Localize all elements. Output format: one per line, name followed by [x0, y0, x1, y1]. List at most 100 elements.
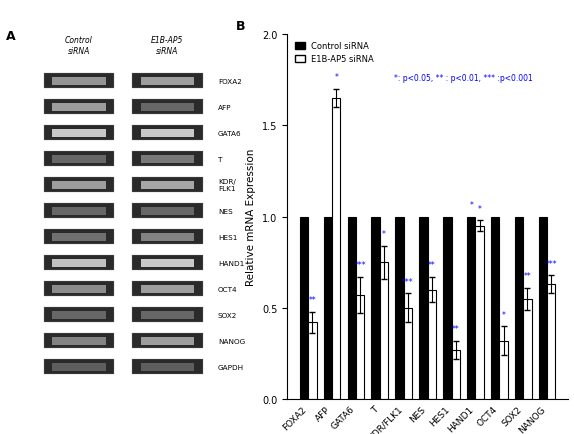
Bar: [332, 99, 340, 399]
Bar: [52, 285, 106, 293]
Bar: [52, 363, 106, 371]
Text: HES1: HES1: [218, 234, 237, 240]
Bar: [52, 155, 106, 164]
Bar: [141, 285, 194, 293]
Text: **: **: [452, 325, 460, 334]
Bar: [52, 129, 106, 138]
Bar: [475, 226, 484, 399]
Y-axis label: Relative mRNA Expression: Relative mRNA Expression: [246, 148, 257, 286]
Text: *: *: [470, 201, 473, 210]
Legend: Control siRNA, E1B-AP5 siRNA: Control siRNA, E1B-AP5 siRNA: [291, 39, 377, 68]
Bar: [132, 256, 203, 271]
Bar: [52, 337, 106, 345]
Text: ***: ***: [354, 261, 366, 270]
Text: GAPDH: GAPDH: [218, 364, 244, 370]
Bar: [141, 337, 194, 345]
Bar: [547, 284, 556, 399]
Bar: [141, 77, 194, 85]
Bar: [356, 296, 364, 399]
Bar: [467, 217, 475, 399]
Bar: [141, 129, 194, 138]
Bar: [428, 290, 436, 399]
Bar: [141, 155, 194, 164]
Bar: [44, 204, 114, 219]
Bar: [141, 233, 194, 241]
Text: *: *: [478, 204, 482, 214]
Bar: [44, 333, 114, 349]
Bar: [52, 311, 106, 319]
Bar: [380, 263, 388, 399]
Bar: [141, 311, 194, 319]
Text: HAND1: HAND1: [218, 260, 244, 266]
Bar: [132, 333, 203, 349]
Text: **: **: [428, 261, 436, 270]
Bar: [499, 341, 507, 399]
Text: ***: ***: [545, 259, 557, 268]
Bar: [132, 308, 203, 323]
Text: A: A: [6, 30, 15, 43]
Bar: [44, 359, 114, 375]
Bar: [491, 217, 499, 399]
Text: OCT4: OCT4: [218, 286, 238, 292]
Text: NES: NES: [218, 208, 232, 214]
Text: SOX2: SOX2: [218, 312, 237, 318]
Bar: [44, 256, 114, 271]
Bar: [348, 217, 356, 399]
Bar: [52, 103, 106, 112]
Bar: [141, 207, 194, 215]
Text: NANOG: NANOG: [218, 338, 245, 344]
Bar: [300, 217, 308, 399]
Bar: [44, 178, 114, 193]
Bar: [52, 233, 106, 241]
Bar: [44, 126, 114, 141]
Bar: [308, 323, 316, 399]
Bar: [52, 259, 106, 267]
Bar: [523, 299, 532, 399]
Bar: [44, 74, 114, 89]
Text: KDR/
FLK1: KDR/ FLK1: [218, 179, 236, 192]
Bar: [52, 77, 106, 85]
Text: **: **: [523, 272, 532, 281]
Bar: [404, 308, 412, 399]
Bar: [141, 103, 194, 112]
Text: E1B-AP5
siRNA: E1B-AP5 siRNA: [151, 36, 184, 56]
Bar: [395, 217, 404, 399]
Bar: [132, 178, 203, 193]
Text: *: *: [382, 230, 386, 239]
Bar: [419, 217, 428, 399]
Bar: [132, 230, 203, 245]
Text: **: **: [308, 296, 316, 305]
Text: AFP: AFP: [218, 105, 231, 111]
Text: T: T: [218, 156, 222, 162]
Text: GATA6: GATA6: [218, 131, 242, 136]
Bar: [539, 217, 547, 399]
Bar: [132, 100, 203, 115]
Text: *: p<0.05, ** : p<0.01, *** :p<0.001: *: p<0.05, ** : p<0.01, *** :p<0.001: [394, 74, 533, 83]
Text: ***: ***: [402, 277, 414, 286]
Text: *: *: [502, 310, 506, 319]
Bar: [52, 207, 106, 215]
Bar: [515, 217, 523, 399]
Text: Control
siRNA: Control siRNA: [65, 36, 93, 56]
Text: FOXA2: FOXA2: [218, 79, 242, 85]
Bar: [132, 359, 203, 375]
Bar: [44, 152, 114, 167]
Text: B: B: [236, 20, 246, 33]
Bar: [132, 204, 203, 219]
Bar: [371, 217, 380, 399]
Bar: [141, 181, 194, 190]
Bar: [44, 308, 114, 323]
Bar: [44, 100, 114, 115]
Bar: [52, 181, 106, 190]
Bar: [452, 350, 460, 399]
Bar: [141, 363, 194, 371]
Bar: [44, 282, 114, 297]
Bar: [44, 230, 114, 245]
Bar: [443, 217, 452, 399]
Bar: [141, 259, 194, 267]
Bar: [324, 217, 332, 399]
Bar: [132, 282, 203, 297]
Bar: [132, 152, 203, 167]
Bar: [132, 74, 203, 89]
Text: *: *: [334, 73, 338, 82]
